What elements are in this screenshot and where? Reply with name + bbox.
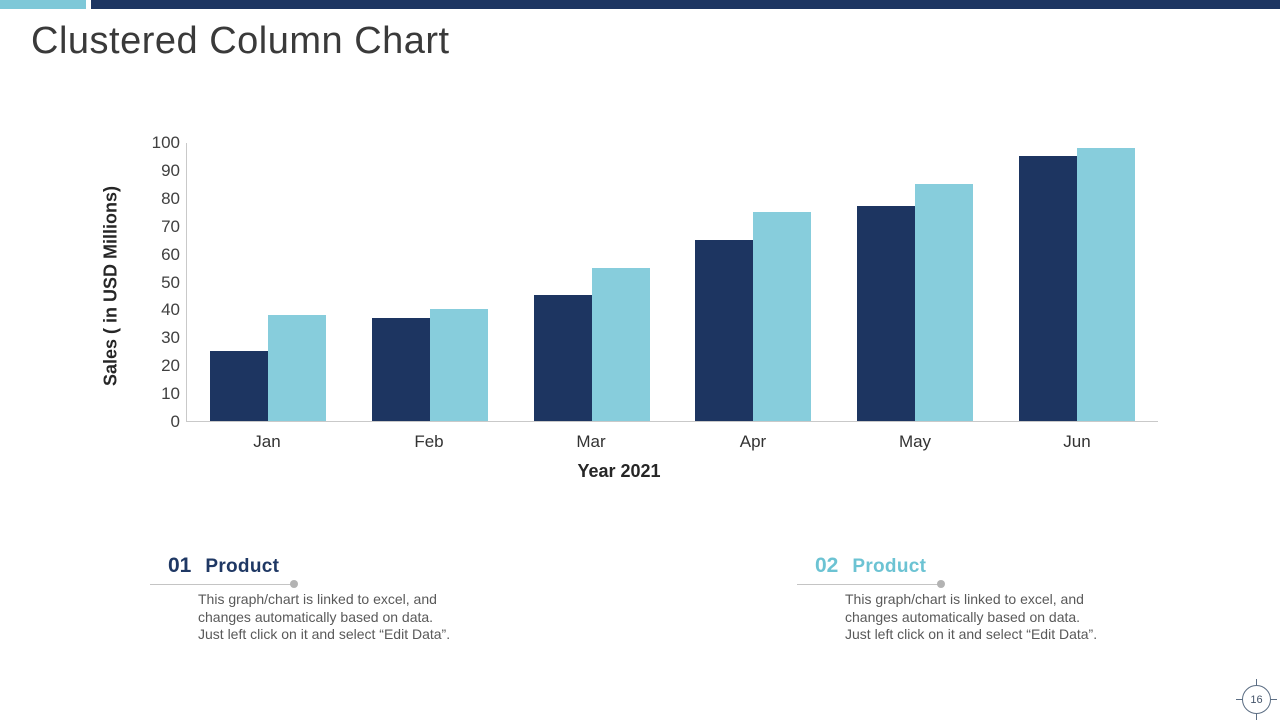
bar-product-01-jun <box>1019 156 1078 421</box>
y-tick-label: 90 <box>161 160 180 180</box>
y-tick-label: 60 <box>161 244 180 264</box>
bar-product-01-may <box>857 206 916 421</box>
legend-underline <box>797 584 940 585</box>
x-tick-label: Feb <box>414 432 444 451</box>
bar-cluster-apr <box>672 143 834 421</box>
y-tick-label: 10 <box>161 384 180 404</box>
legend-number: 01 <box>168 554 192 577</box>
bar-cluster-feb <box>349 143 511 421</box>
x-tick-label: Jan <box>253 432 281 451</box>
legend-heading: 01 Product <box>168 554 279 578</box>
plot-area <box>186 143 1158 422</box>
page-number-badge: 16 <box>1236 679 1278 720</box>
bar-product-01-feb <box>371 318 430 421</box>
x-tick-label: May <box>898 432 932 451</box>
y-tick-label: 70 <box>161 216 180 236</box>
legend-block-product-01: 01 Product This graph/chart is linked to… <box>150 554 500 654</box>
bar-cluster-jan <box>187 143 349 421</box>
bar-product-01-mar <box>533 295 592 421</box>
x-tick-label: Jun <box>1063 432 1091 451</box>
bar-cluster-jun <box>996 143 1158 421</box>
x-tick-label: Mar <box>576 432 606 451</box>
x-axis-title: Year 2021 <box>577 461 661 481</box>
y-axis-ticks: 0 10 20 30 40 50 60 70 80 90 100 <box>120 133 180 431</box>
y-tick-label: 30 <box>161 328 180 348</box>
bar-product-02-jan <box>267 315 326 421</box>
x-tick-label: Apr <box>739 432 767 451</box>
y-axis-title: Sales ( in USD Millions) <box>100 185 121 387</box>
crosshair-tick-icon <box>1256 711 1257 720</box>
legend-dot <box>937 580 945 588</box>
y-tick-label: 80 <box>161 188 180 208</box>
legend-description: This graph/chart is linked to excel, and… <box>198 591 451 642</box>
crosshair-tick-icon <box>1236 699 1245 700</box>
y-tick-label: 50 <box>161 272 180 292</box>
bar-product-02-apr <box>753 212 812 421</box>
legend-dot <box>290 580 298 588</box>
bar-product-02-mar <box>591 268 650 421</box>
bar-product-02-may <box>915 184 974 421</box>
bar-product-01-jan <box>209 351 268 421</box>
y-tick-label: 40 <box>161 300 180 320</box>
legend-description: This graph/chart is linked to excel, and… <box>845 591 1098 642</box>
legend-block-product-02: 02 Product This graph/chart is linked to… <box>797 554 1147 654</box>
bar-product-02-feb <box>429 309 488 421</box>
crosshair-tick-icon <box>1256 679 1257 688</box>
legend-heading: 02 Product <box>815 554 926 578</box>
bar-product-01-apr <box>695 240 754 421</box>
y-tick-label: 0 <box>170 412 180 431</box>
x-axis-labels: Jan Feb Mar Apr May Jun <box>186 432 1158 452</box>
legend-underline <box>150 584 293 585</box>
legend-label: Product <box>852 556 927 577</box>
y-tick-label: 100 <box>151 133 180 152</box>
topbar-accent-segment <box>0 0 86 9</box>
legend-number: 02 <box>815 554 839 577</box>
page-title: Clustered Column Chart <box>31 20 450 62</box>
y-tick-label: 20 <box>161 356 180 376</box>
legend-label: Product <box>205 556 280 577</box>
bar-cluster-may <box>834 143 996 421</box>
bar-product-02-jun <box>1077 148 1136 421</box>
page-number: 16 <box>1242 685 1271 714</box>
crosshair-tick-icon <box>1268 699 1277 700</box>
bar-cluster-mar <box>511 143 673 421</box>
topbar-main-segment <box>91 0 1280 9</box>
